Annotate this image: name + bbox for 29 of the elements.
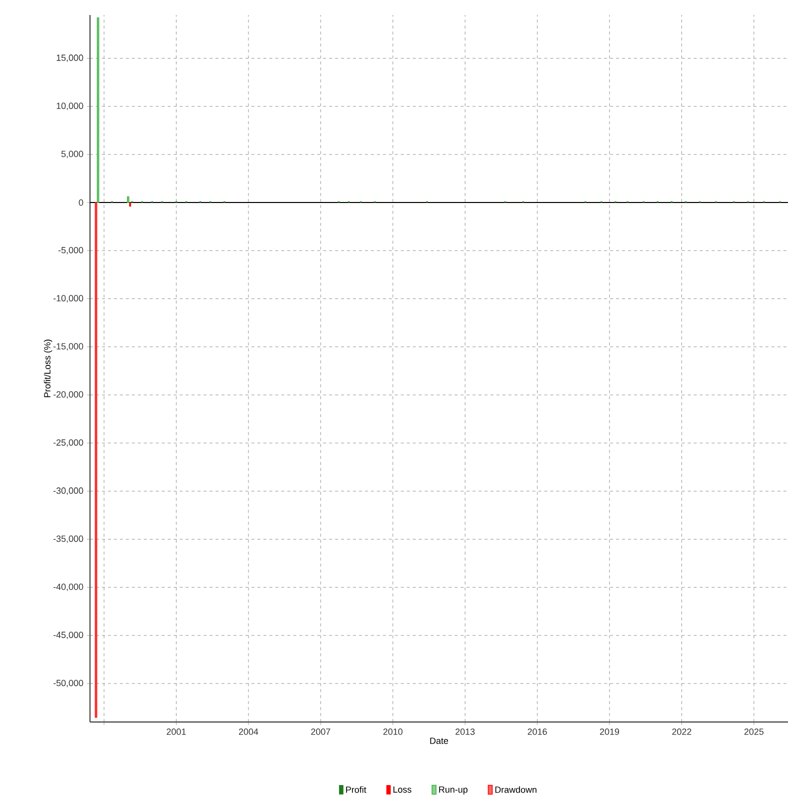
y-tick-label: 0 xyxy=(78,199,84,206)
x-tick-label: 2016 xyxy=(528,728,547,735)
y-tick-label: -25,000 xyxy=(53,439,84,447)
y-tick-label: -30,000 xyxy=(53,487,84,495)
y-tick-label: -10,000 xyxy=(53,295,84,302)
y-axis-title: Profit/Loss (%) xyxy=(44,340,52,398)
y-tick-label: 15,000 xyxy=(56,54,84,62)
y-tick-label: -45,000 xyxy=(53,632,84,640)
y-tick-label: -35,000 xyxy=(53,536,84,543)
y-tick-label: -20,000 xyxy=(53,391,84,399)
legend-label: Run-up xyxy=(439,786,468,794)
y-tick-label: -50,000 xyxy=(53,680,84,688)
x-tick-label: 2025 xyxy=(744,728,764,735)
y-tick-label: 10,000 xyxy=(56,102,84,110)
y-tick-label: 5,000 xyxy=(61,150,84,158)
x-tick-label: 2004 xyxy=(238,728,258,735)
y-tick-label: -15,000 xyxy=(53,343,84,351)
x-tick-label: 2013 xyxy=(456,728,475,735)
legend-label: Drawdown xyxy=(495,786,536,793)
y-tick-label: -40,000 xyxy=(53,584,84,592)
x-tick-label: 2007 xyxy=(311,728,330,735)
x-tick-label: 2022 xyxy=(672,728,692,735)
legend-label: Profit xyxy=(346,786,366,793)
y-tick-label: -5,000 xyxy=(58,246,84,254)
legend-label: Loss xyxy=(393,786,412,793)
x-tick-label: 2010 xyxy=(383,728,402,735)
x-tick-label: 2001 xyxy=(166,728,186,735)
x-tick-label: 2019 xyxy=(600,728,620,735)
x-axis-title: Date xyxy=(430,738,448,744)
